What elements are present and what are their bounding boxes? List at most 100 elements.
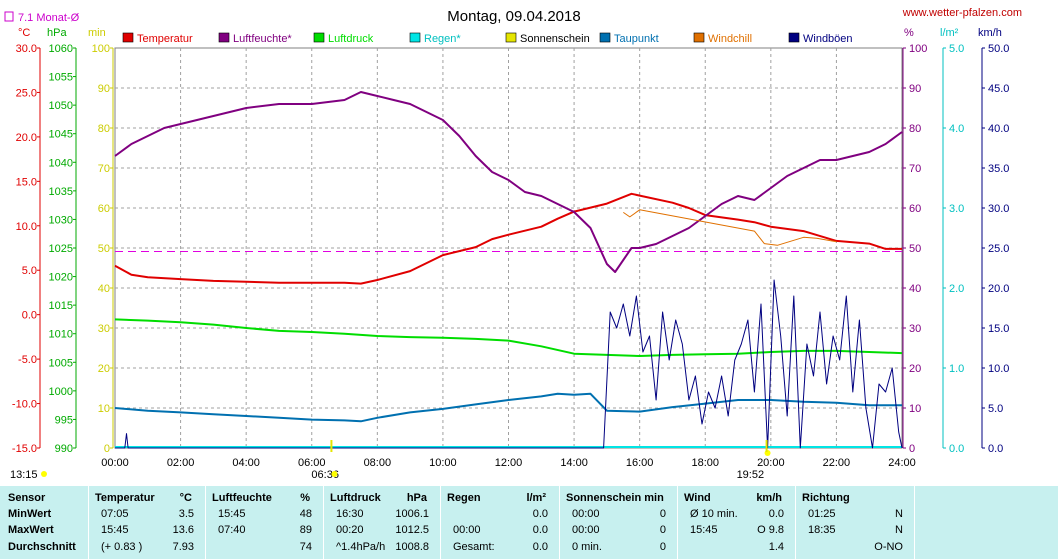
stats-column bbox=[441, 486, 560, 559]
x-tick-label: 04:00 bbox=[232, 457, 260, 469]
stats-rowlabel: MaxWert bbox=[8, 524, 54, 536]
legend-swatch-1 bbox=[218, 32, 230, 43]
stats-value: 1.4 bbox=[768, 541, 784, 553]
stats-header: Richtung bbox=[802, 492, 850, 504]
humidity-tick-label: 50 bbox=[909, 243, 921, 255]
pressure-tick-label: 1020 bbox=[49, 272, 73, 284]
stats-header-sensor: Sensor bbox=[8, 492, 46, 504]
pressure-tick-label: 1055 bbox=[49, 72, 73, 84]
stats-column bbox=[89, 486, 206, 559]
unit-rain: l/m² bbox=[940, 27, 959, 39]
pressure-tick-label: 1025 bbox=[49, 243, 73, 255]
stats-time: 0 min. bbox=[572, 541, 602, 553]
x-tick-label: 20:00 bbox=[757, 457, 785, 469]
unit-kmh: km/h bbox=[978, 27, 1002, 39]
wind-tick-label: 25.0 bbox=[988, 243, 1009, 255]
legend-swatch-6 bbox=[693, 32, 705, 43]
stats-unit: % bbox=[300, 492, 310, 504]
stats-value: N bbox=[895, 524, 903, 536]
pressure-tick-label: 1010 bbox=[49, 329, 73, 341]
unit-celsius: °C bbox=[18, 27, 30, 39]
humidity-tick-label: 70 bbox=[909, 163, 921, 175]
stats-time: 15:45 bbox=[101, 524, 129, 536]
stats-value: 1006.1 bbox=[395, 508, 429, 520]
humidity-tick-label: 60 bbox=[909, 203, 921, 215]
chart-axes: 00:00 02:00 04:00 06:00 08:00 10:00 12:00 14:00… bbox=[10, 27, 1009, 481]
x-tick-label: 06:00 bbox=[298, 457, 326, 469]
x-tick-label: 12:00 bbox=[495, 457, 523, 469]
stats-time: 07:05 bbox=[101, 508, 129, 520]
stats-header: Temperatur bbox=[95, 492, 155, 504]
legend-label-0: Temperatur bbox=[137, 33, 193, 45]
x-tick-label: 10:00 bbox=[429, 457, 457, 469]
stats-unit: °C bbox=[179, 492, 192, 504]
wind-tick-label: 35.0 bbox=[988, 163, 1009, 175]
monthavg-label: 7.1 Monat-Ø bbox=[18, 12, 80, 24]
temperature-tick-label: 0.0 bbox=[22, 310, 37, 322]
legend-label-4: Sonnenschein bbox=[520, 33, 590, 45]
rain-tick-label: 2.0 bbox=[949, 283, 964, 295]
sunrise-label: 06:36 bbox=[311, 469, 339, 481]
sunshine-tick-label: 0 bbox=[104, 443, 110, 455]
wind-tick-label: 10.0 bbox=[988, 363, 1009, 375]
series-windchill bbox=[623, 209, 837, 246]
lastupdate-label: 13:15 bbox=[10, 469, 38, 481]
stats-time: Ø 10 min. bbox=[690, 508, 738, 520]
unit-min: min bbox=[88, 27, 106, 39]
stats-column bbox=[206, 486, 324, 559]
x-tick-label: 18:00 bbox=[691, 457, 719, 469]
sunshine-tick-label: 50 bbox=[98, 243, 110, 255]
chart-series bbox=[114, 91, 903, 452]
pressure-tick-label: 1035 bbox=[49, 186, 73, 198]
humidity-tick-label: 100 bbox=[909, 43, 927, 55]
legend-label-2: Luftdruck bbox=[328, 33, 374, 45]
stats-column bbox=[0, 486, 89, 559]
pressure-tick-label: 1005 bbox=[49, 357, 73, 369]
chart-legend: Temperatur Luftfeuchte* Luftdruck Regen* Son… bbox=[122, 32, 853, 45]
series-windben bbox=[115, 279, 903, 449]
sunshine-tick-label: 100 bbox=[92, 43, 110, 55]
stats-value: 1012.5 bbox=[395, 524, 429, 536]
stats-value: O-NO bbox=[874, 541, 903, 553]
pressure-tick-label: 1045 bbox=[49, 129, 73, 141]
legend-label-1: Luftfeuchte* bbox=[233, 33, 292, 45]
stats-value: 0.0 bbox=[532, 508, 548, 520]
wind-tick-label: 50.0 bbox=[988, 43, 1009, 55]
stats-header: Sonnenschein min bbox=[566, 492, 664, 504]
humidity-tick-label: 90 bbox=[909, 83, 921, 95]
weather-chart: 00:00 02:00 04:00 06:00 08:00 10:00 12:00 14:00… bbox=[4, 7, 1022, 481]
stats-table: Sensor MinWert MaxWert Durchschnitt Temperat… bbox=[0, 486, 1058, 559]
temperature-tick-label: -5.0 bbox=[18, 354, 37, 366]
legend-label-7: Windböen bbox=[803, 33, 853, 45]
unit-percent: % bbox=[904, 27, 914, 39]
stats-time: 15:45 bbox=[690, 524, 718, 536]
stats-time: 07:40 bbox=[218, 524, 246, 536]
legend-swatch-7 bbox=[788, 32, 800, 43]
sunshine-tick-label: 60 bbox=[98, 203, 110, 215]
stats-time: Gesamt: bbox=[453, 541, 495, 553]
stats-value: 0.0 bbox=[532, 541, 548, 553]
wind-tick-label: 45.0 bbox=[988, 83, 1009, 95]
stats-unit: km/h bbox=[756, 492, 782, 504]
stats-header: Regen bbox=[447, 492, 481, 504]
stats-value: 0.0 bbox=[768, 508, 784, 520]
legend-label-6: Windchill bbox=[708, 33, 752, 45]
stats-time: 18:35 bbox=[808, 524, 836, 536]
legend-label-3: Regen* bbox=[424, 33, 461, 45]
humidity-tick-label: 10 bbox=[909, 403, 921, 415]
stats-header: Luftdruck bbox=[330, 492, 381, 504]
pressure-tick-label: 995 bbox=[55, 414, 73, 426]
stats-unit: l/m² bbox=[526, 492, 546, 504]
sunrise-icon bbox=[331, 471, 338, 477]
stats-time: 15:45 bbox=[218, 508, 246, 520]
rain-tick-label: 5.0 bbox=[949, 43, 964, 55]
wind-tick-label: 15.0 bbox=[988, 323, 1009, 335]
series-taupunkt bbox=[114, 392, 902, 423]
sunset-label: 19:52 bbox=[737, 469, 765, 481]
site-link[interactable]: www.wetter-pfalzen.com bbox=[902, 7, 1022, 19]
stats-time: 00:20 bbox=[336, 524, 364, 536]
x-tick-label: 08:00 bbox=[364, 457, 392, 469]
lastupdate-icon bbox=[41, 471, 47, 477]
stats-column bbox=[560, 486, 678, 559]
humidity-tick-label: 80 bbox=[909, 123, 921, 135]
